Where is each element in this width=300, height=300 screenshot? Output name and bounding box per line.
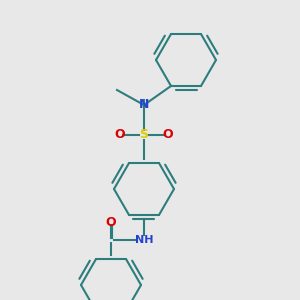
Text: O: O — [163, 128, 173, 142]
Text: O: O — [115, 128, 125, 142]
Text: S: S — [140, 128, 148, 142]
Text: O: O — [106, 215, 116, 229]
Text: N: N — [139, 98, 149, 112]
Text: NH: NH — [135, 235, 153, 245]
